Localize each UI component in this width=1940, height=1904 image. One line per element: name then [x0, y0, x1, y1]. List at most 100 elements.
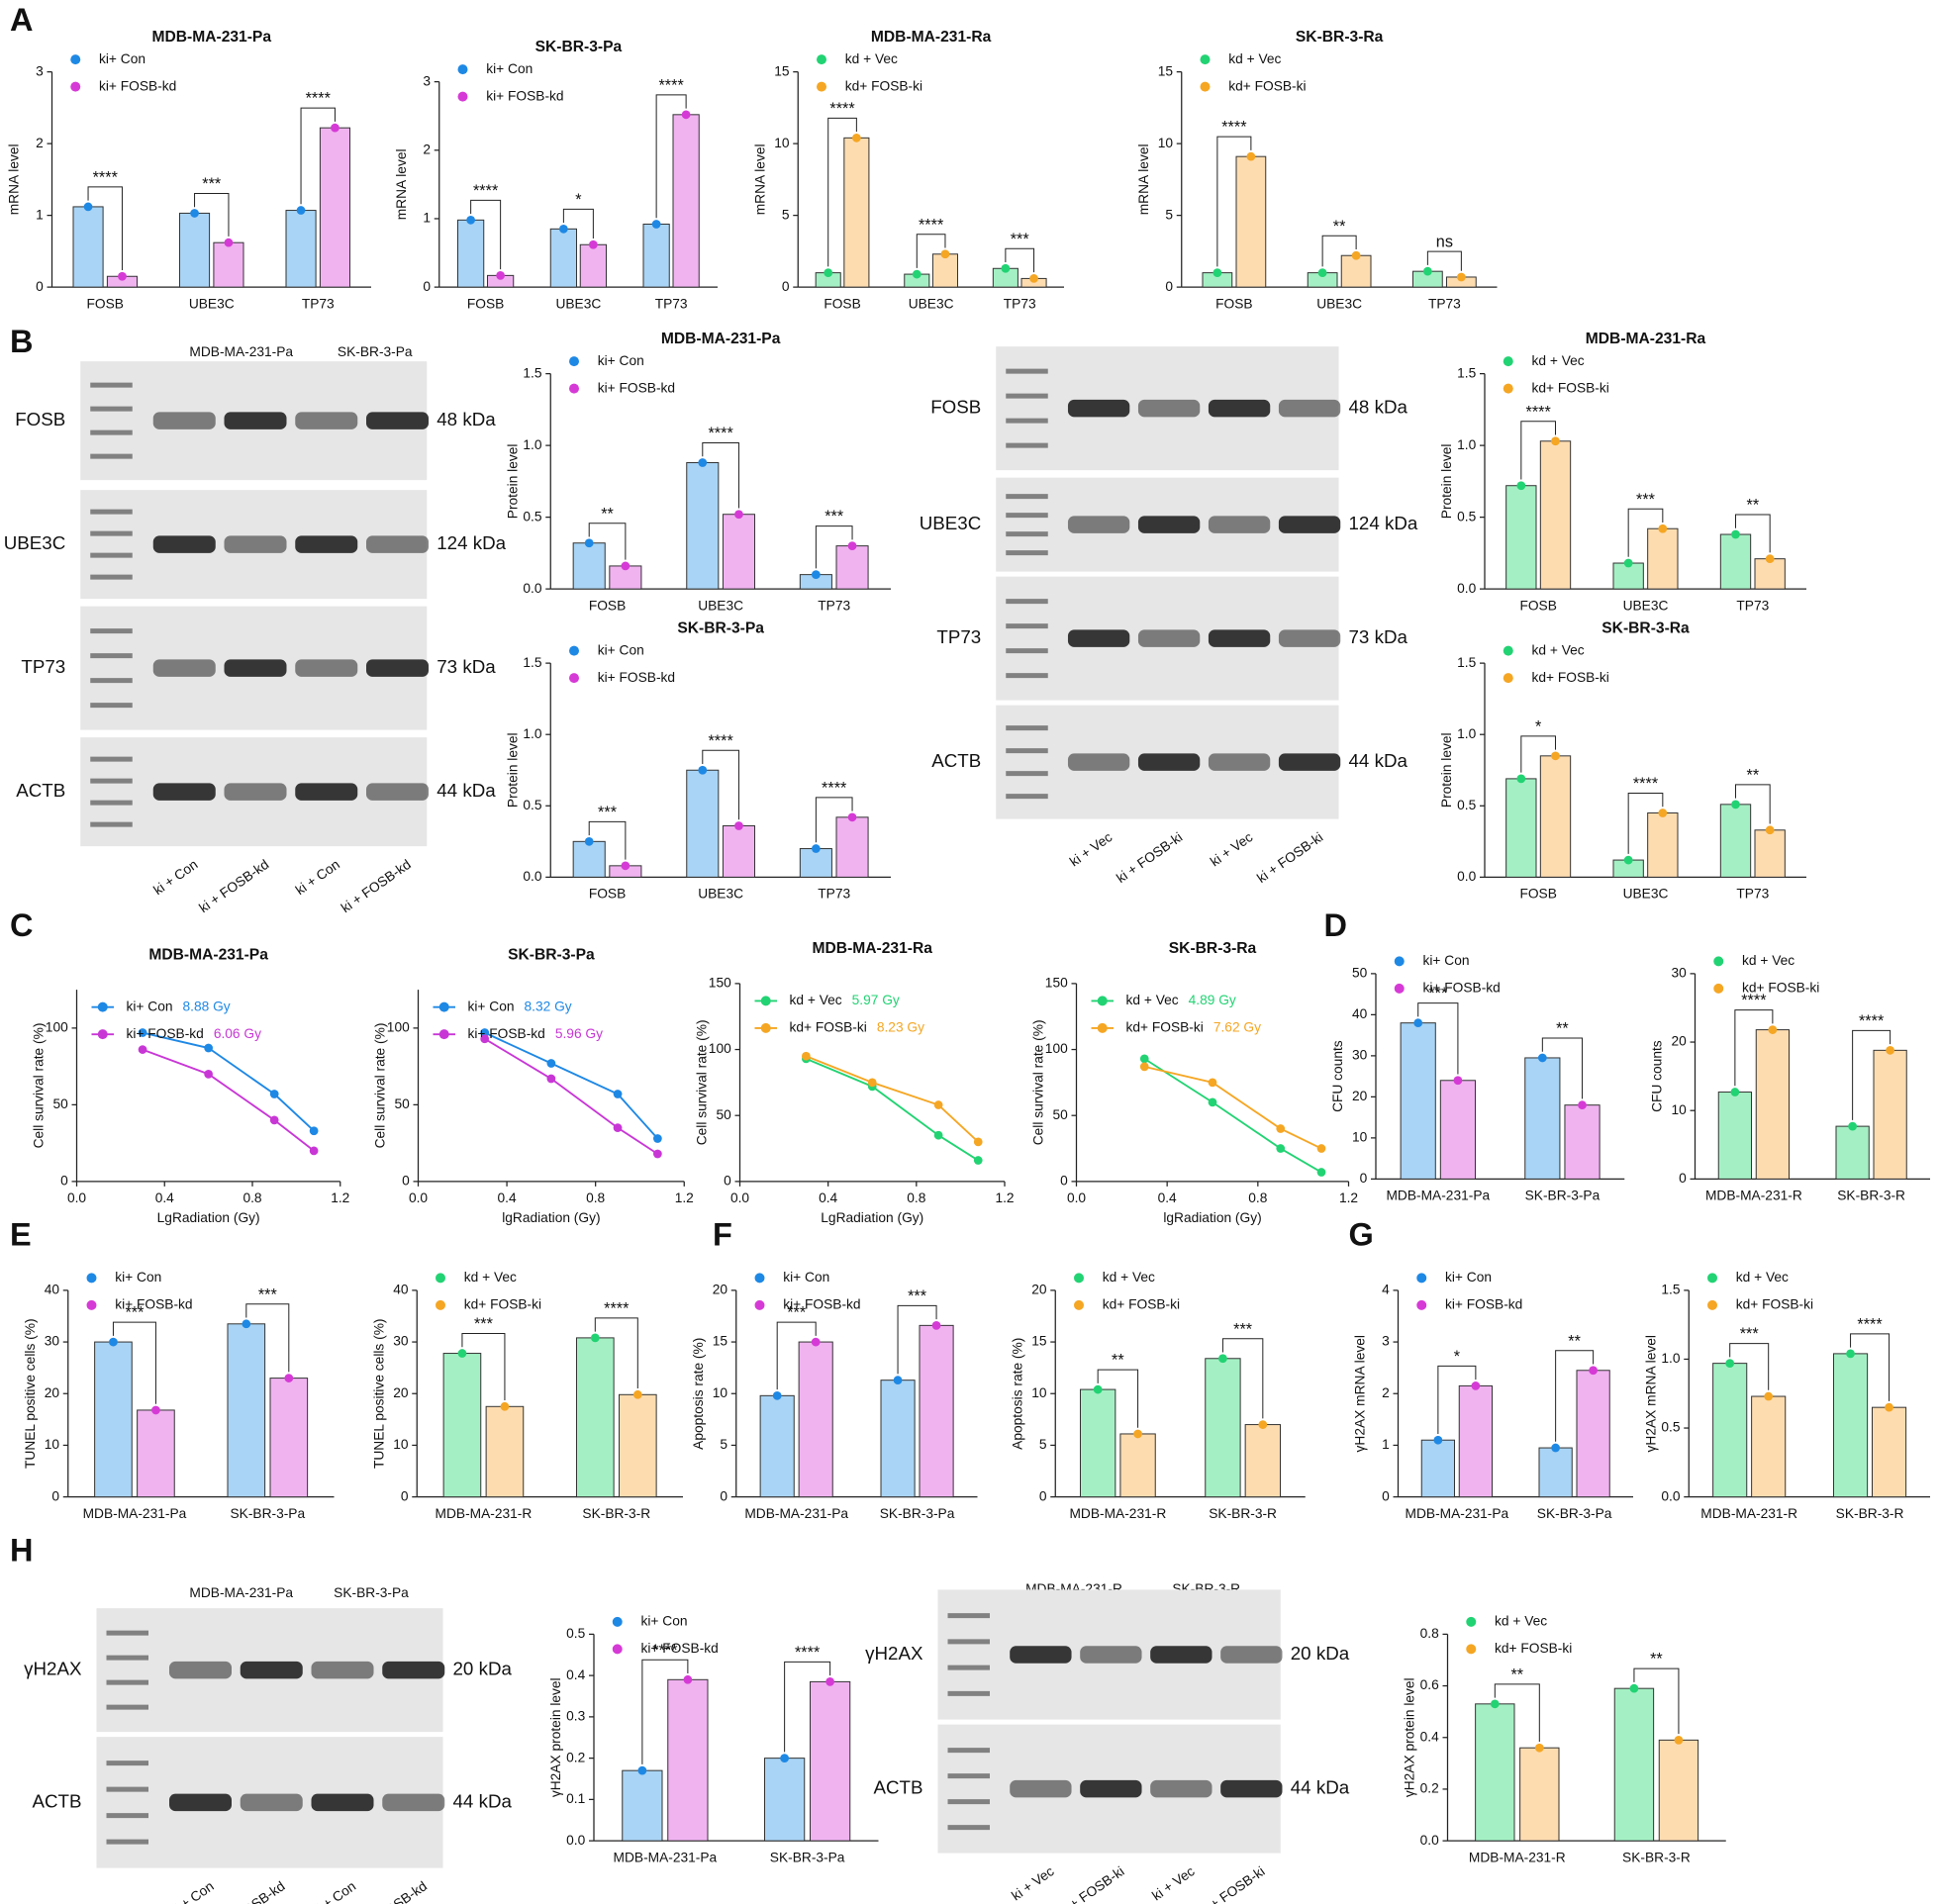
y-axis-label: Cell survival rate (%): [1031, 1019, 1046, 1145]
protein-band: [169, 1793, 233, 1812]
legend-marker: [97, 1001, 108, 1012]
panel-letter: E: [10, 1217, 32, 1253]
bar: [835, 545, 869, 590]
y-tick-label: 30: [393, 1334, 409, 1349]
legend-label: kd + Vec: [1126, 993, 1179, 1007]
y-axis-label: Cell survival rate (%): [32, 1023, 47, 1149]
ladder-band: [90, 552, 133, 558]
bar-point: [1471, 1381, 1481, 1390]
x-tick-label: 0.8: [907, 1190, 925, 1205]
y-tick-label: 100: [709, 1041, 731, 1056]
sig-bracket: [594, 1317, 638, 1389]
legend-marker: [817, 54, 826, 65]
protein-band: [1137, 753, 1201, 771]
x-tick-label: UBE3C: [555, 296, 601, 311]
legend-label: kd+ FOSB-ki: [1103, 1297, 1180, 1312]
x-tick-label: SK-BR-3-Pa: [880, 1506, 955, 1521]
y-tick-label: 1.0: [1457, 437, 1476, 452]
sig-bracket: [815, 797, 853, 843]
y-axis-label: TUNEL positive cells (%): [23, 1318, 38, 1469]
sig-bracket: [1852, 1029, 1892, 1120]
sig-bracket: [1541, 1037, 1584, 1099]
bar: [579, 243, 607, 288]
bar: [442, 1353, 482, 1498]
protein-band: [152, 659, 216, 677]
legend-marker: [1503, 673, 1513, 684]
y-tick-label: 0.0: [1661, 1488, 1680, 1503]
bar: [618, 1393, 657, 1498]
sig-label: ****: [1526, 403, 1552, 421]
blot-kda: 20 kDa: [453, 1659, 513, 1679]
sig-label: **: [601, 505, 614, 523]
bar-point: [590, 1333, 600, 1343]
x-tick-label: 1.2: [1339, 1190, 1358, 1205]
ladder-band: [90, 406, 133, 412]
series-line: [484, 1037, 658, 1155]
legend-annotation: 8.32 Gy: [525, 999, 572, 1013]
x-tick-label: 0.0: [67, 1190, 86, 1205]
protein-band: [1220, 1646, 1283, 1664]
chart-title: MDB-MA-231-Pa: [661, 331, 781, 347]
y-tick-label: 20: [1031, 1283, 1047, 1297]
ladder-band: [106, 1679, 148, 1685]
point: [613, 1123, 623, 1132]
blot-kda: 44 kDa: [436, 780, 496, 801]
bar: [227, 1323, 266, 1498]
ladder-band: [1006, 623, 1048, 629]
bar-point: [151, 1405, 160, 1415]
bar-point: [331, 123, 340, 133]
lane-label: ki + Vec: [1009, 1863, 1056, 1903]
bar-point: [637, 1765, 647, 1775]
y-tick-label: 0.0: [566, 1833, 585, 1848]
y-tick-label: 15: [774, 63, 790, 78]
sig-label: ****: [1857, 1315, 1883, 1333]
sig-label: ***: [824, 508, 844, 525]
legend-label: kd + Vec: [1495, 1614, 1547, 1629]
protein-band: [1067, 629, 1130, 647]
ladder-band: [106, 1761, 148, 1766]
ladder-band: [1006, 725, 1048, 731]
protein-band: [1208, 753, 1271, 771]
point: [546, 1074, 556, 1084]
y-tick-label: 0.5: [523, 509, 541, 524]
legend-marker: [1394, 956, 1405, 967]
point: [1276, 1124, 1286, 1133]
ladder-band: [1006, 442, 1048, 448]
protein-band: [311, 1793, 374, 1812]
bar-point: [559, 224, 568, 234]
blot-header: MDB-MA-231-Pa: [189, 1585, 293, 1600]
bar-point: [1886, 1045, 1894, 1055]
x-tick-label: TP73: [1736, 887, 1769, 902]
bar-point: [734, 510, 743, 520]
bar: [72, 206, 104, 288]
blot-kda: 73 kDa: [436, 656, 496, 677]
point: [309, 1146, 319, 1156]
bar: [1080, 1388, 1116, 1498]
x-tick-label: MDB-MA-231-Pa: [1406, 1506, 1509, 1521]
ladder-band: [106, 1813, 148, 1819]
sig-label: ***: [202, 175, 222, 193]
protein-band: [1220, 1779, 1283, 1798]
bar-point: [1093, 1384, 1103, 1394]
y-tick-label: 100: [387, 1020, 410, 1035]
legend-label: ki+ Con: [783, 1270, 829, 1285]
sig-label: ****: [1741, 992, 1767, 1009]
y-axis-label: Apoptosis rate (%): [691, 1338, 706, 1450]
y-tick-label: 1.5: [523, 655, 541, 670]
sig-bracket: [461, 1333, 506, 1401]
ladder-band: [947, 1825, 990, 1831]
y-axis-label: Protein level: [1439, 444, 1454, 520]
sig-bracket: [588, 523, 627, 560]
y-tick-label: 100: [1045, 1041, 1068, 1056]
sig-bracket: [588, 820, 627, 860]
ladder-band: [947, 1639, 990, 1645]
legend-label: kd+ FOSB-ki: [845, 78, 922, 93]
legend-label: ki+ Con: [468, 999, 515, 1013]
y-tick-label: 15: [1158, 63, 1174, 78]
point: [933, 1100, 943, 1109]
protein-band: [382, 1661, 445, 1679]
y-axis-label: Cell survival rate (%): [373, 1023, 388, 1149]
legend-label: kd+ FOSB-ki: [1126, 1020, 1204, 1035]
point: [613, 1090, 623, 1098]
bar: [137, 1409, 175, 1498]
